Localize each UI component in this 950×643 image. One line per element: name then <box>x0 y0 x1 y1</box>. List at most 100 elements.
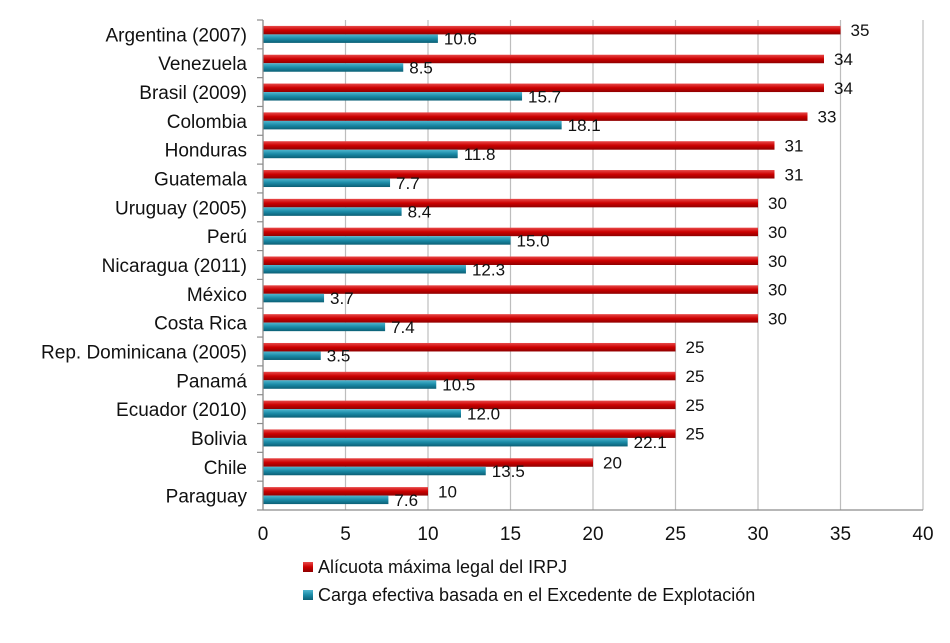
x-tick-label: 15 <box>500 524 521 545</box>
category-label: Guatemala <box>154 170 247 191</box>
data-label-carga-efectiva: 3.5 <box>327 347 351 366</box>
data-label-alicuota: 25 <box>686 367 705 386</box>
bar-carga-efectiva <box>263 178 391 188</box>
data-label-alicuota: 25 <box>686 338 705 357</box>
category-label: México <box>187 285 247 306</box>
category-label: Nicaragua (2011) <box>102 256 247 277</box>
x-tick-label: 30 <box>747 524 768 545</box>
bar-alicuota <box>263 83 824 93</box>
bar-carga-efectiva <box>263 34 438 43</box>
data-label-alicuota: 30 <box>768 309 787 328</box>
bar-alicuota <box>263 141 775 150</box>
bar-alicuota <box>263 342 676 352</box>
data-label-carga-efectiva: 15.7 <box>528 87 561 106</box>
data-label-alicuota: 10 <box>438 482 457 501</box>
data-labels: 35 10.6 34 8.5 34 15.7 33 18.1 31 11.8 31 7.7 30 8.4 3… <box>327 21 870 510</box>
data-label-carga-efectiva: 7.4 <box>391 318 415 337</box>
data-label-carga-efectiva: 10.5 <box>442 376 475 395</box>
x-tick-label: 20 <box>582 524 603 545</box>
category-labels: Argentina (2007) Venezuela Brasil (2009) Co… <box>41 25 247 507</box>
data-label-alicuota: 34 <box>834 79 853 98</box>
bar-carga-efectiva <box>263 207 402 216</box>
bar-alicuota <box>263 371 676 381</box>
axis <box>257 19 923 511</box>
bar-carga-efectiva <box>263 380 437 389</box>
bar-carga-efectiva <box>263 466 486 476</box>
data-label-alicuota: 30 <box>768 252 787 271</box>
category-label: Paraguay <box>166 487 248 508</box>
legend: Alícuota máxima legal del IRPJ Carga efec… <box>303 557 755 605</box>
bar-alicuota <box>263 458 593 467</box>
category-label: Ecuador (2010) <box>116 400 247 421</box>
category-label: Venezuela <box>158 54 247 75</box>
data-label-alicuota: 25 <box>686 425 705 444</box>
data-label-carga-efectiva: 11.8 <box>464 145 496 164</box>
bar-carga-efectiva <box>263 409 461 418</box>
data-label-carga-efectiva: 12.0 <box>467 404 500 423</box>
x-tick-label: 25 <box>665 524 686 545</box>
bar-carga-efectiva <box>263 265 466 274</box>
bar-carga-efectiva <box>263 495 389 505</box>
category-label: Uruguay (2005) <box>115 198 247 219</box>
bar-alicuota <box>263 25 841 35</box>
legend-label-alicuota: Alícuota máxima legal del IRPJ <box>318 557 567 577</box>
bar-alicuota <box>263 54 824 64</box>
data-label-alicuota: 25 <box>686 396 705 415</box>
bar-alicuota <box>263 112 808 121</box>
data-label-alicuota: 31 <box>785 165 804 184</box>
legend-label-carga-efectiva: Carga efectiva basada en el Excedente de… <box>318 585 755 605</box>
data-label-alicuota: 20 <box>603 454 622 473</box>
data-label-carga-efectiva: 7.7 <box>396 174 420 193</box>
data-label-carga-efectiva: 3.7 <box>330 289 354 308</box>
bar-carga-efectiva <box>263 63 404 72</box>
x-tick-label: 40 <box>912 524 933 545</box>
category-label: Panamá <box>176 371 247 392</box>
bar-carga-efectiva <box>263 351 321 360</box>
legend-swatch-alicuota <box>303 562 313 572</box>
data-label-alicuota: 30 <box>768 223 787 242</box>
bar-alicuota <box>263 400 676 410</box>
data-label-carga-efectiva: 12.3 <box>472 260 505 279</box>
data-label-alicuota: 35 <box>851 21 870 40</box>
data-label-alicuota: 33 <box>818 108 837 127</box>
data-label-alicuota: 30 <box>768 194 787 213</box>
bar-alicuota <box>263 429 676 438</box>
x-tick-labels: 0 5 10 15 20 25 30 35 40 <box>258 524 934 545</box>
category-label: Costa Rica <box>154 314 247 335</box>
bars <box>263 25 841 505</box>
data-label-alicuota: 30 <box>768 281 787 300</box>
data-label-carga-efectiva: 10.6 <box>444 30 477 49</box>
data-label-carga-efectiva: 13.5 <box>492 462 525 481</box>
x-tick-label: 5 <box>340 524 351 545</box>
category-label: Colombia <box>167 112 248 133</box>
data-label-carga-efectiva: 8.4 <box>408 203 432 222</box>
data-label-carga-efectiva: 22.1 <box>634 433 667 452</box>
data-label-carga-efectiva: 15.0 <box>517 231 550 250</box>
bar-alicuota <box>263 227 758 237</box>
bar-carga-efectiva <box>263 293 325 303</box>
data-label-carga-efectiva: 7.6 <box>394 491 418 510</box>
category-label: Perú <box>207 227 247 248</box>
bar-alicuota <box>263 487 428 496</box>
bar-carga-efectiva <box>263 120 562 130</box>
category-label: Chile <box>204 458 247 479</box>
data-label-alicuota: 31 <box>785 136 804 155</box>
bar-alicuota <box>263 256 758 265</box>
category-label: Honduras <box>165 141 247 162</box>
category-label: Argentina (2007) <box>105 25 247 46</box>
bar-alicuota <box>263 170 775 179</box>
data-label-alicuota: 34 <box>834 50 853 69</box>
bar-carga-efectiva <box>263 437 628 447</box>
x-tick-label: 0 <box>258 524 269 545</box>
bar-carga-efectiva <box>263 92 523 101</box>
bar-carga-efectiva <box>263 322 386 332</box>
x-tick-label: 35 <box>830 524 851 545</box>
category-label: Rep. Dominicana (2005) <box>41 342 247 363</box>
data-label-carga-efectiva: 8.5 <box>409 58 433 77</box>
legend-swatch-carga-efectiva <box>303 590 313 600</box>
bar-carga-efectiva <box>263 149 458 159</box>
category-label: Bolivia <box>191 429 247 450</box>
bar-alicuota <box>263 198 758 208</box>
bar-carga-efectiva <box>263 236 511 245</box>
